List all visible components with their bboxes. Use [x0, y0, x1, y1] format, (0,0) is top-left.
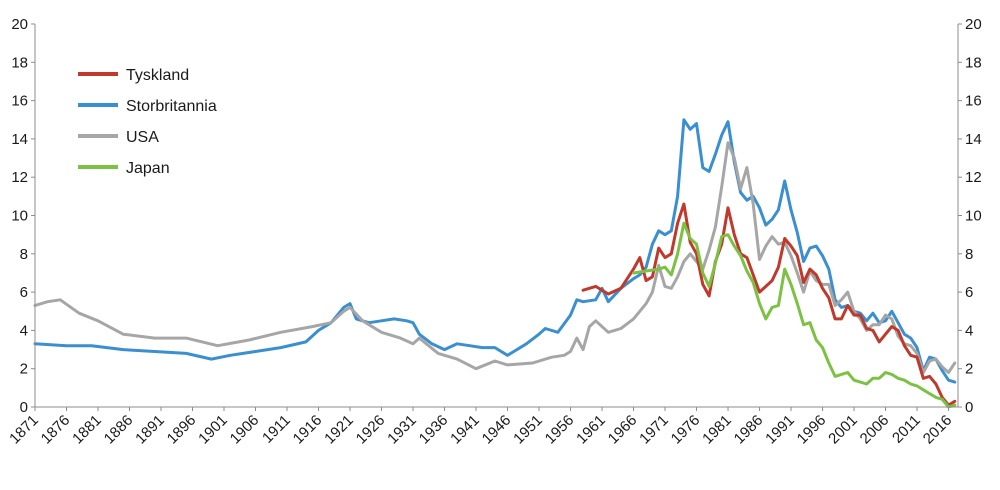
right-y-tick-label: 18 — [965, 54, 982, 71]
x-tick-label: 1986 — [731, 412, 767, 448]
right-y-tick-label: 6 — [965, 284, 973, 301]
right-y-tick-label: 16 — [965, 93, 982, 110]
x-tick-label: 1911 — [259, 412, 294, 447]
legend: Tyskland Storbritannia USA Japan — [78, 67, 217, 177]
x-tick-label: 1951 — [510, 412, 546, 448]
right-y-tick-label: 0 — [965, 399, 973, 416]
series-line-japan — [632, 221, 957, 409]
x-tick-label: 1956 — [542, 412, 578, 448]
x-tick-label: 2011 — [889, 412, 924, 447]
right-y-tick-label: 10 — [965, 208, 982, 225]
x-tick-label: 1936 — [416, 412, 452, 448]
left-y-tick-label: 6 — [20, 284, 28, 301]
right-y-tick-label: 2 — [965, 361, 973, 378]
legend-label-japan: Japan — [126, 160, 170, 177]
x-tick-label: 1901 — [195, 412, 231, 448]
x-tick-label: 1996 — [794, 412, 830, 448]
right-y-tick-label: 20 — [965, 16, 982, 33]
x-tick-label: 1886 — [101, 412, 137, 448]
series-layer — [33, 118, 957, 409]
x-tick-label: 2006 — [857, 412, 893, 448]
series-line-tyskland — [581, 202, 957, 407]
x-tick-label: 1881 — [69, 412, 105, 448]
legend-label-tyskland: Tyskland — [126, 67, 189, 84]
x-tick-label: 1906 — [227, 412, 263, 448]
left-y-tick-label: 0 — [20, 399, 28, 416]
x-tick-label: 1871 — [6, 412, 42, 448]
left-y-tick-label: 4 — [20, 322, 28, 339]
x-tick-label: 1961 — [573, 412, 609, 448]
x-tick-label: 2001 — [825, 412, 861, 448]
left-y-tick-label: 20 — [11, 16, 28, 33]
x-tick-label: 1981 — [699, 412, 735, 448]
right-y-tick-label: 14 — [965, 131, 982, 148]
x-tick-label: 1926 — [353, 412, 389, 448]
x-tick-label: 1896 — [164, 412, 200, 448]
x-tick-label: 1876 — [38, 412, 74, 448]
left-y-tick-label: 14 — [11, 131, 28, 148]
x-tick-label: 1916 — [290, 412, 326, 448]
left-y-tick-label: 18 — [11, 54, 28, 71]
x-tick-label: 1966 — [605, 412, 641, 448]
legend-label-usa: USA — [126, 129, 159, 146]
left-y-tick-label: 10 — [11, 208, 28, 225]
x-tick-label: 1991 — [762, 412, 798, 448]
x-tick-label: 1941 — [447, 412, 483, 448]
x-tick-label: 1891 — [132, 412, 168, 448]
right-y-tick-label: 4 — [965, 322, 973, 339]
x-tick-label: 1971 — [636, 412, 672, 448]
x-tick-label: 2016 — [920, 412, 956, 448]
x-tick-label: 1976 — [668, 412, 704, 448]
left-y-tick-label: 2 — [20, 361, 28, 378]
x-tick-label: 1931 — [384, 412, 420, 448]
right-y-tick-label: 12 — [965, 169, 982, 186]
legend-label-storbritannia: Storbritannia — [126, 98, 217, 115]
left-y-tick-label: 12 — [11, 169, 28, 186]
x-tick-label: 1946 — [479, 412, 515, 448]
left-y-tick-label: 8 — [20, 246, 28, 263]
x-tick-label: 1921 — [321, 412, 357, 448]
left-y-tick-label: 16 — [11, 93, 28, 110]
right-y-tick-label: 8 — [965, 246, 973, 263]
